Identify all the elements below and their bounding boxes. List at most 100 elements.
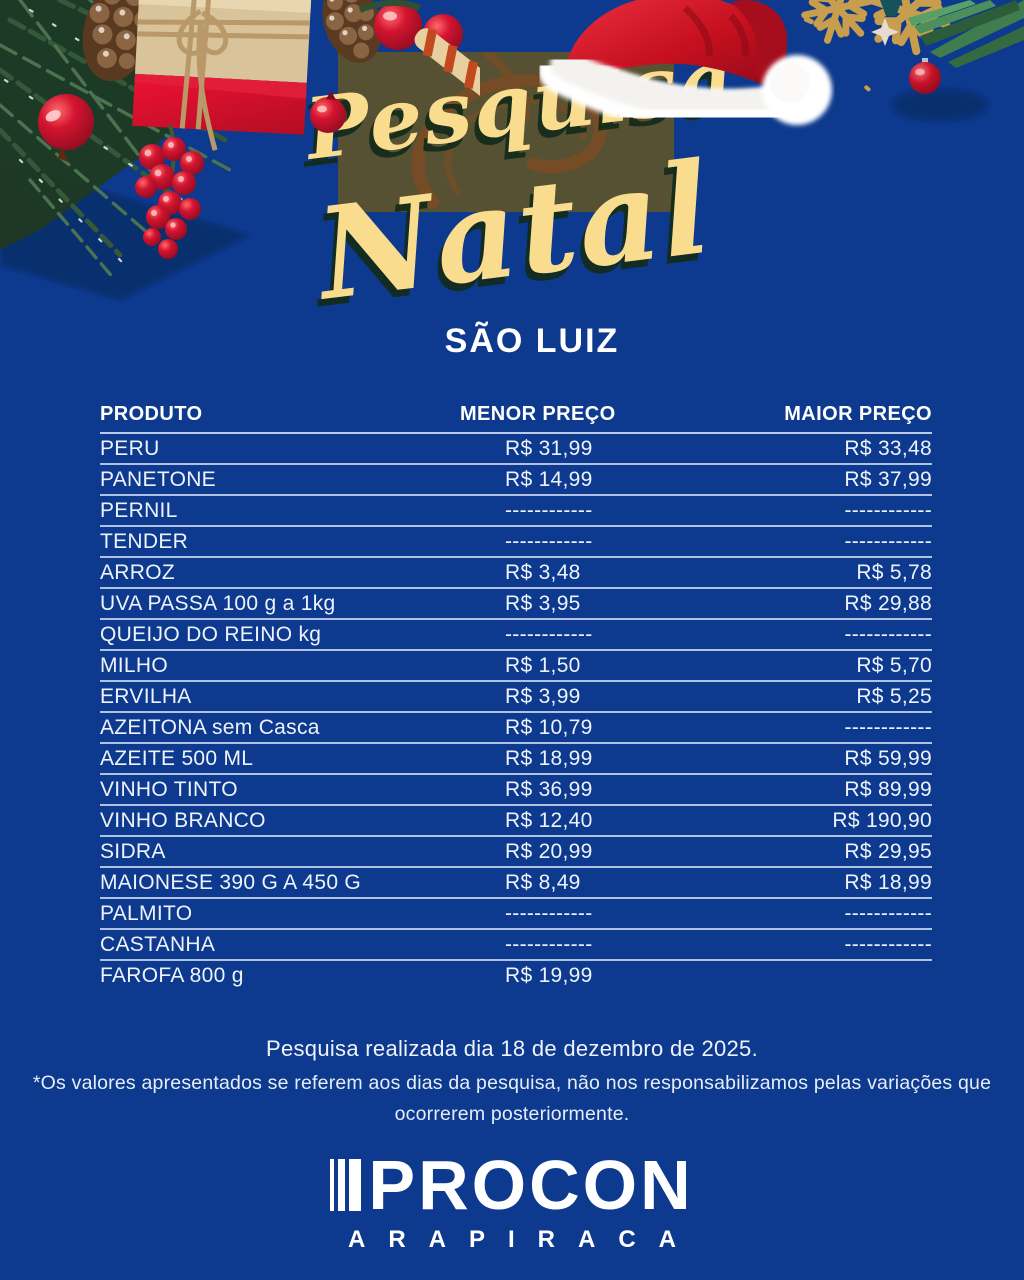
disclaimer-note: *Os valores apresentados se referem aos … [32,1072,992,1126]
table-row: ARROZ R$ 3,48 R$ 5,78 [100,558,932,589]
maior-preco-value: ------------ [844,498,932,522]
product-name: AZEITE 500 ML [100,746,254,770]
menor-preco-value: R$ 3,95 [505,591,581,615]
maior-preco-value: R$ 5,25 [856,684,932,708]
maior-preco-value: R$ 5,70 [856,653,932,677]
product-name: MAIONESE 390 G A 450 G [100,870,362,894]
product-name: TENDER [100,529,189,553]
survey-date-note: Pesquisa realizada dia 18 de dezembro de… [265,1036,759,1061]
maior-preco-value: ------------ [844,932,932,956]
logo-name: PROCON [368,1146,694,1224]
menor-preco-value: R$ 20,99 [505,839,593,863]
menor-preco-value: R$ 1,50 [505,653,581,677]
title-background-panel [338,47,674,212]
col-header-produto: PRODUTO [100,402,203,425]
maior-preco-value: R$ 190,90 [832,808,932,832]
maior-preco-value: R$ 33,48 [844,436,932,460]
procon-logo: PROCON ARAPIRACA [0,1150,1024,1252]
pine-branch-icon [0,0,263,282]
table-row: CASTANHA ------------ ------------ [100,930,932,961]
table-row: AZEITE 500 ML R$ 18,99 R$ 59,99 [100,744,932,775]
menor-preco-value: R$ 10,79 [505,715,593,739]
pinecone-icon [82,0,154,82]
product-name: VINHO TINTO [100,777,238,801]
maior-preco-value: R$ 5,78 [856,560,932,584]
menor-preco-value: R$ 8,49 [505,870,581,894]
col-header-maior-preco: MAIOR PREÇO [784,402,932,425]
product-name: MILHO [100,653,169,677]
palm-leaves-icon [908,0,1024,68]
product-name: VINHO BRANCO [100,808,266,832]
menor-preco-value: R$ 12,40 [505,808,593,832]
product-name: ARROZ [100,560,175,584]
menor-preco-value: R$ 31,99 [505,436,593,460]
product-name: PERU [100,436,160,460]
twine-icon [137,0,310,151]
shadow-shape [0,160,250,300]
table-row: VINHO BRANCO R$ 12,40 R$ 190,90 [100,806,932,837]
menor-preco-value: R$ 36,99 [505,777,593,801]
menor-preco-value: ------------ [505,529,593,553]
shadow-shape [892,89,988,121]
maior-preco-value: R$ 18,99 [844,870,932,894]
table-row: VINHO TINTO R$ 36,99 R$ 89,99 [100,775,932,806]
maior-preco-value: R$ 89,99 [844,777,932,801]
ornament-sketch-icon [411,47,607,209]
table-row: SIDRA R$ 20,99 R$ 29,95 [100,837,932,868]
menor-preco-value: R$ 18,99 [505,746,593,770]
pomegranate-icon [358,0,463,54]
maior-preco-value: R$ 59,99 [844,746,932,770]
product-name: QUEIJO DO REINO kg [100,622,322,646]
menor-preco-value: R$ 3,48 [505,560,581,584]
product-name: SIDRA [100,839,166,863]
maior-preco-value: R$ 37,99 [844,467,932,491]
price-table: PRODUTO MENOR PREÇO MAIOR PREÇO PERU R$ 3… [100,396,932,990]
product-name: ERVILHA [100,684,192,708]
ornament-ball-icon [909,58,941,94]
menor-preco-value: R$ 14,99 [505,467,593,491]
product-name: CASTANHA [100,932,216,956]
logo-bars-icon [330,1159,362,1211]
menor-preco-value: ------------ [505,901,593,925]
col-header-menor-preco: MENOR PREÇO [460,402,616,425]
menor-preco-value: ------------ [505,932,593,956]
menor-preco-value: ------------ [505,622,593,646]
christmas-decoration-topright [801,0,1024,121]
maior-preco-value: R$ 29,88 [844,591,932,615]
maior-preco-value: ------------ [844,529,932,553]
price-table-body: PERU R$ 31,99 R$ 33,48 PANETONE R$ 14,99 R$ 3… [100,434,932,990]
gold-snowflake-icon [801,0,875,44]
product-name: PALMITO [100,901,193,925]
table-row: PERU R$ 31,99 R$ 33,48 [100,434,932,465]
maior-preco-value: ------------ [844,715,932,739]
table-row: PANETONE R$ 14,99 R$ 37,99 [100,465,932,496]
menor-preco-value: R$ 19,99 [505,963,593,987]
table-row: PERNIL ------------ ------------ [100,496,932,527]
table-row: PALMITO ------------ ------------ [100,899,932,930]
product-name: FAROFA 800 g [100,963,244,987]
gold-snowflake-icon [865,0,951,56]
table-row: MAIONESE 390 G A 450 G R$ 8,49 R$ 18,99 [100,868,932,899]
table-row: AZEITONA sem Casca R$ 10,79 ------------ [100,713,932,744]
maior-preco-value: R$ 29,95 [844,839,932,863]
table-row: FAROFA 800 g R$ 19,99 [100,961,932,990]
product-name: PANETONE [100,467,216,491]
maior-preco-value: ------------ [844,901,932,925]
logo-city: ARAPIRACA [348,1226,699,1253]
store-name: SÃO LUIZ [444,322,620,360]
table-row: TENDER ------------ ------------ [100,527,932,558]
table-row: MILHO R$ 1,50 R$ 5,70 [100,651,932,682]
gold-speck-icon [803,16,871,92]
menor-preco-value: R$ 3,99 [505,684,581,708]
berries-icon [38,94,94,162]
table-row: UVA PASSA 100 g a 1kg R$ 3,95 R$ 29,88 [100,589,932,620]
table-row: QUEIJO DO REINO kg ------------ ----------… [100,620,932,651]
table-header: PRODUTO MENOR PREÇO MAIOR PREÇO [100,396,932,434]
product-name: PERNIL [100,498,178,522]
product-name: UVA PASSA 100 g a 1kg [100,591,336,615]
berries-icon [135,124,204,259]
product-name: AZEITONA sem Casca [100,715,320,739]
menor-preco-value: ------------ [505,498,593,522]
tree-cone-icon [880,0,902,16]
